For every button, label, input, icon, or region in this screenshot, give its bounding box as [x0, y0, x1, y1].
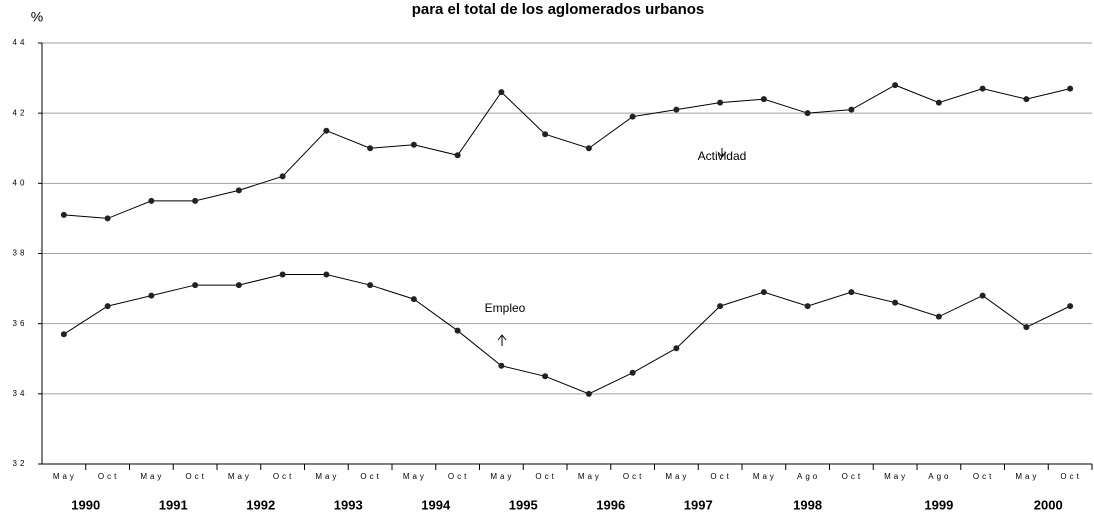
x-tick-label: May: [315, 472, 339, 481]
point: [892, 82, 899, 89]
series-line: [63, 84, 1071, 219]
x-tick-label: May: [578, 472, 602, 481]
x-tick-label: May: [884, 472, 908, 481]
point: [717, 303, 724, 310]
year-label: 1991: [159, 497, 188, 512]
actividad-arrow: [717, 148, 727, 158]
x-tick-label: Oct: [360, 472, 381, 481]
point: [542, 131, 549, 138]
point: [979, 85, 986, 92]
x-tick-label: Oct: [273, 472, 294, 481]
point: [804, 110, 811, 117]
point: [1023, 324, 1030, 331]
empleo-arrow: [497, 334, 507, 346]
point: [1067, 85, 1074, 92]
point: [410, 296, 417, 303]
x-tick-label: Oct: [842, 472, 863, 481]
point: [104, 215, 111, 222]
point: [192, 282, 199, 289]
year-label: 1994: [421, 497, 451, 512]
year-label: 1998: [793, 497, 822, 512]
point: [104, 303, 111, 310]
point: [60, 331, 67, 338]
point: [629, 113, 636, 120]
chart-title: para el total de los aglomerados urbanos: [412, 1, 705, 18]
x-tick-label: May: [753, 472, 777, 481]
y-tick-label: 42: [13, 108, 28, 117]
point: [148, 197, 155, 204]
x-tick-label: Oct: [623, 472, 644, 481]
y-tick-label: 44: [13, 38, 28, 47]
point: [1023, 96, 1030, 103]
year-label: 1996: [596, 497, 625, 512]
x-tick-label: May: [228, 472, 252, 481]
y-tick-label: 34: [13, 389, 28, 398]
point: [323, 127, 330, 134]
year-label: 1997: [684, 497, 713, 512]
point: [279, 173, 286, 180]
point: [367, 282, 374, 289]
point: [323, 271, 330, 278]
point: [235, 282, 242, 289]
y-tick-label: 40: [13, 178, 28, 187]
point: [542, 373, 549, 380]
point: [848, 106, 855, 113]
point: [935, 99, 942, 106]
x-tick-label: Oct: [185, 472, 206, 481]
point: [1067, 303, 1074, 310]
point: [717, 99, 724, 106]
x-tick-label: Oct: [1060, 472, 1081, 481]
point: [585, 145, 592, 152]
year-label: 1995: [509, 497, 538, 512]
x-tick-label: Ago: [797, 472, 820, 481]
point: [760, 289, 767, 296]
year-label: 1999: [924, 497, 953, 512]
point: [629, 369, 636, 376]
x-tick-label: May: [403, 472, 427, 481]
point: [673, 345, 680, 352]
y-tick-label: 36: [13, 319, 28, 328]
point: [804, 303, 811, 310]
x-tick-label: May: [490, 472, 514, 481]
point: [935, 313, 942, 320]
point: [498, 362, 505, 369]
series-label: Empleo: [485, 301, 526, 315]
y-tick-label: 32: [13, 459, 28, 468]
point: [673, 106, 680, 113]
point: [279, 271, 286, 278]
x-tick-label: May: [140, 472, 164, 481]
x-tick-label: May: [665, 472, 689, 481]
year-label: 1990: [71, 497, 100, 512]
x-tick-label: Oct: [98, 472, 119, 481]
point: [367, 145, 374, 152]
point: [148, 292, 155, 299]
year-label: 2000: [1034, 497, 1063, 512]
x-tick-label: Oct: [973, 472, 994, 481]
point: [892, 299, 899, 306]
series-label: Actividad: [698, 149, 747, 163]
point: [410, 141, 417, 148]
point: [235, 187, 242, 194]
point: [498, 89, 505, 96]
year-label: 1992: [246, 497, 275, 512]
point: [848, 289, 855, 296]
point: [454, 327, 461, 334]
x-tick-label: Oct: [535, 472, 556, 481]
point: [192, 197, 199, 204]
point: [760, 96, 767, 103]
y-tick-label: 38: [13, 249, 28, 258]
x-tick-label: Oct: [710, 472, 731, 481]
point: [585, 390, 592, 397]
x-tick-label: May: [1015, 472, 1039, 481]
point: [60, 211, 67, 218]
y-axis-label: %: [31, 9, 43, 25]
x-tick-label: May: [53, 472, 77, 481]
point: [979, 292, 986, 299]
point: [454, 152, 461, 159]
series-line: [63, 274, 1071, 395]
x-tick-label: Oct: [448, 472, 469, 481]
x-tick-label: Ago: [928, 472, 951, 481]
year-label: 1993: [334, 497, 363, 512]
